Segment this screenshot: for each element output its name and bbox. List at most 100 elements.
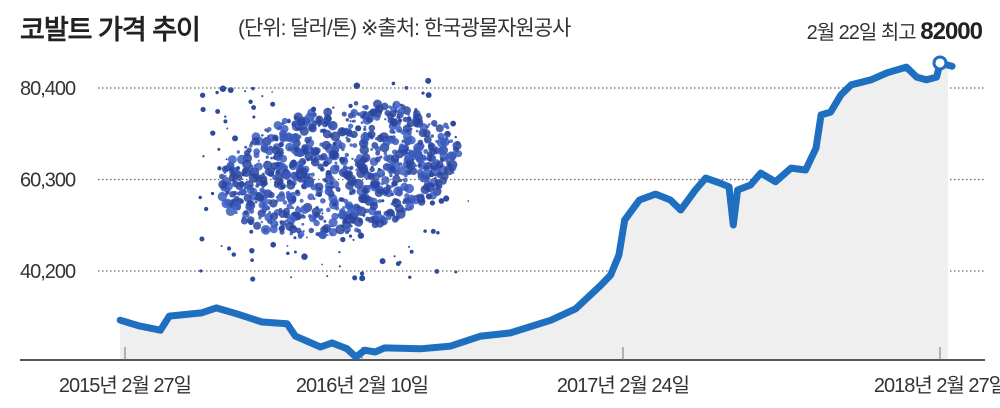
powder-particle <box>352 238 355 241</box>
powder-particle <box>286 244 289 247</box>
price-area <box>120 63 953 360</box>
powder-particle <box>332 186 335 188</box>
powder-particle <box>236 166 240 171</box>
powder-particle <box>301 253 308 260</box>
powder-particle <box>260 142 269 151</box>
powder-particle <box>265 155 269 159</box>
powder-particle <box>267 135 270 138</box>
powder-particle <box>440 172 449 181</box>
powder-particle <box>435 179 439 183</box>
powder-particle <box>393 255 396 258</box>
powder-particle <box>261 134 264 137</box>
powder-particle <box>405 201 415 211</box>
powder-particle <box>326 234 329 237</box>
powder-particle <box>400 103 403 107</box>
powder-particle <box>405 160 409 164</box>
powder-particle <box>332 202 337 207</box>
powder-particle <box>258 196 264 202</box>
powder-particle <box>407 166 410 169</box>
powder-particle <box>295 214 302 221</box>
powder-particle <box>251 137 260 146</box>
powder-particle <box>279 220 283 224</box>
powder-particle <box>270 101 276 107</box>
powder-particle <box>297 234 303 239</box>
powder-particle <box>295 189 300 195</box>
peak-annotation: 2월 22일 최고 82000 <box>807 16 983 46</box>
powder-particle <box>275 223 278 226</box>
powder-particle <box>200 106 206 113</box>
powder-particle <box>238 181 245 188</box>
y-tick-label: 80,400 <box>20 78 76 100</box>
powder-particle <box>275 162 280 168</box>
powder-particle <box>414 164 418 168</box>
powder-particle <box>335 224 346 235</box>
powder-particle <box>307 172 312 176</box>
powder-particle <box>328 227 338 237</box>
powder-particle <box>387 211 391 216</box>
powder-particle <box>339 197 344 202</box>
powder-particle <box>390 192 394 197</box>
powder-particle <box>429 200 436 206</box>
powder-particle <box>271 145 280 155</box>
powder-particle <box>283 165 289 170</box>
powder-particle <box>440 157 445 162</box>
powder-particle <box>309 136 313 140</box>
powder-particle <box>385 214 392 221</box>
powder-particle <box>305 179 314 188</box>
powder-particle <box>389 173 393 178</box>
powder-particle <box>423 148 429 154</box>
powder-particle <box>353 101 359 106</box>
powder-particle <box>420 194 424 199</box>
powder-particle <box>381 176 390 185</box>
powder-particle <box>323 219 327 223</box>
powder-particle <box>294 126 298 130</box>
powder-particle <box>321 212 324 215</box>
powder-particle <box>448 151 458 160</box>
powder-particle <box>437 187 440 190</box>
powder-particle <box>244 90 247 93</box>
powder-particle <box>316 152 320 155</box>
powder-particle <box>290 159 297 166</box>
powder-particle <box>330 122 335 128</box>
powder-particle <box>413 146 421 154</box>
powder-particle <box>367 132 373 138</box>
powder-particle <box>349 191 353 196</box>
powder-particle <box>396 110 401 114</box>
powder-particle <box>436 147 445 155</box>
powder-particle <box>452 141 462 151</box>
powder-particle <box>424 138 430 144</box>
powder-particle <box>389 117 399 127</box>
powder-particle <box>338 142 346 150</box>
powder-particle <box>319 208 324 212</box>
powder-particle <box>255 191 262 198</box>
powder-particle <box>251 86 255 91</box>
powder-particle <box>293 236 297 240</box>
powder-particle <box>356 228 362 234</box>
powder-particle <box>430 228 436 234</box>
powder-particle <box>382 139 391 147</box>
powder-particle <box>443 195 450 202</box>
powder-particle <box>262 160 273 171</box>
powder-particle <box>282 171 292 180</box>
powder-particle <box>369 166 375 173</box>
powder-particle <box>223 174 227 178</box>
powder-particle <box>230 172 236 178</box>
powder-particle <box>318 231 327 240</box>
powder-particle <box>199 92 206 98</box>
powder-particle <box>378 115 381 118</box>
powder-particle <box>349 120 352 123</box>
powder-particle <box>223 171 226 175</box>
powder-particle <box>350 110 355 116</box>
x-tick-label: 2017년 2월 24일 <box>557 374 689 397</box>
powder-particle <box>408 275 412 279</box>
powder-particle <box>326 275 329 278</box>
powder-particle <box>395 189 403 197</box>
powder-particle <box>363 125 367 129</box>
powder-particle <box>450 120 457 127</box>
powder-particle <box>350 181 354 185</box>
powder-particle <box>286 203 293 210</box>
powder-particle <box>255 183 260 188</box>
powder-particle <box>429 155 432 158</box>
powder-particle <box>294 206 302 214</box>
